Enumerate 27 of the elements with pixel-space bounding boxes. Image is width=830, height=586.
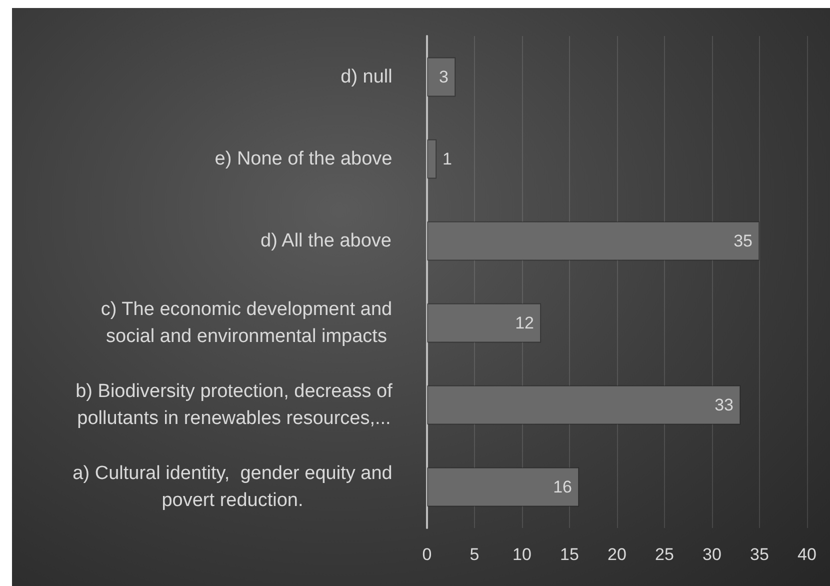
data-label: 33 (714, 396, 734, 414)
x-tick-label: 10 (512, 545, 532, 564)
bar (427, 57, 456, 97)
y-tick-label: b) Biodiversity protection, decreass of pollutants in renewables resources,... (76, 381, 394, 429)
y-tick-label: a) Cultural identity, gender equity and povert reduction. (72, 463, 392, 511)
y-tick-label: c) The economic development and social and environmental impacts (100, 299, 392, 347)
data-label: 3 (439, 68, 448, 86)
data-label: 35 (734, 232, 752, 250)
y-tick-label: d) null (340, 66, 392, 88)
x-tick-label: 35 (750, 545, 769, 564)
bar (427, 139, 436, 179)
bar (427, 221, 760, 261)
x-tick-label: 5 (470, 545, 480, 564)
data-label: 12 (515, 314, 534, 332)
y-tick-label: e) None of the above (214, 148, 392, 170)
x-tick-label: 25 (655, 545, 674, 564)
bar (427, 467, 579, 507)
data-label: 1 (442, 150, 452, 168)
bar (427, 303, 541, 343)
x-tick-label: 40 (798, 545, 816, 564)
y-tick-label: d) All the above (260, 230, 392, 252)
x-tick-label: 15 (560, 545, 579, 564)
x-tick-label: 0 (422, 545, 432, 564)
bar (427, 385, 740, 425)
x-tick-label: 30 (702, 545, 722, 564)
data-label: 16 (553, 478, 572, 496)
x-tick-label: 20 (608, 545, 626, 564)
